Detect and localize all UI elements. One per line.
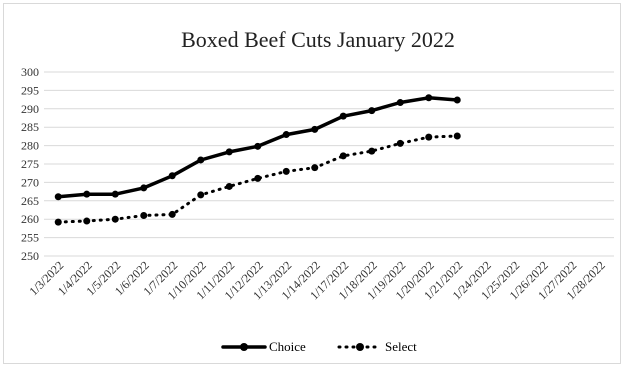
data-point (339, 152, 347, 160)
data-point (396, 99, 404, 107)
y-tick-label: 290 (21, 102, 39, 116)
data-point (368, 107, 376, 115)
data-point (311, 125, 319, 133)
legend-label-select: Select (385, 339, 417, 354)
data-point (54, 193, 62, 201)
data-point (368, 147, 376, 155)
data-point (254, 174, 262, 182)
data-point (396, 139, 404, 147)
data-point (453, 96, 461, 104)
grid (44, 71, 614, 257)
y-tick-label: 280 (21, 139, 39, 153)
series (54, 94, 461, 226)
data-point (339, 112, 347, 120)
data-point (425, 94, 433, 102)
chart-title: Boxed Beef Cuts January 2022 (181, 27, 455, 52)
data-point (83, 190, 91, 198)
data-point (140, 212, 148, 220)
y-tick-label: 255 (21, 231, 39, 245)
y-tick-label: 295 (21, 83, 39, 97)
y-tick-label: 285 (21, 120, 39, 134)
data-point (225, 182, 233, 190)
y-tick-label: 260 (21, 212, 39, 226)
legend-marker (240, 343, 248, 351)
data-point (197, 156, 205, 164)
data-point (168, 210, 176, 218)
data-point (225, 148, 233, 156)
y-tick-label: 275 (21, 157, 39, 171)
y-tick-label: 250 (21, 249, 39, 263)
y-tick-label: 270 (21, 175, 39, 189)
data-point (111, 215, 119, 223)
chart-frame (3, 3, 621, 364)
data-point (453, 132, 461, 140)
data-point (282, 131, 290, 139)
data-point (197, 191, 205, 199)
data-point (425, 133, 433, 141)
data-point (140, 184, 148, 192)
data-point (168, 172, 176, 180)
legend-marker (356, 343, 364, 351)
x-axis: 1/3/20221/4/20221/5/20221/6/20221/7/2022… (26, 258, 608, 302)
data-point (311, 164, 319, 172)
legend: Choice Select (221, 339, 417, 354)
data-point (254, 142, 262, 150)
data-point (54, 218, 62, 226)
data-point (111, 190, 119, 198)
legend-label-choice: Choice (269, 339, 306, 354)
y-tick-label: 300 (21, 65, 39, 79)
y-axis: 250 255 260 265 270 275 280 285 290 295 300 (21, 65, 39, 263)
y-tick-label: 265 (21, 194, 39, 208)
data-point (282, 167, 290, 175)
data-point (83, 217, 91, 225)
